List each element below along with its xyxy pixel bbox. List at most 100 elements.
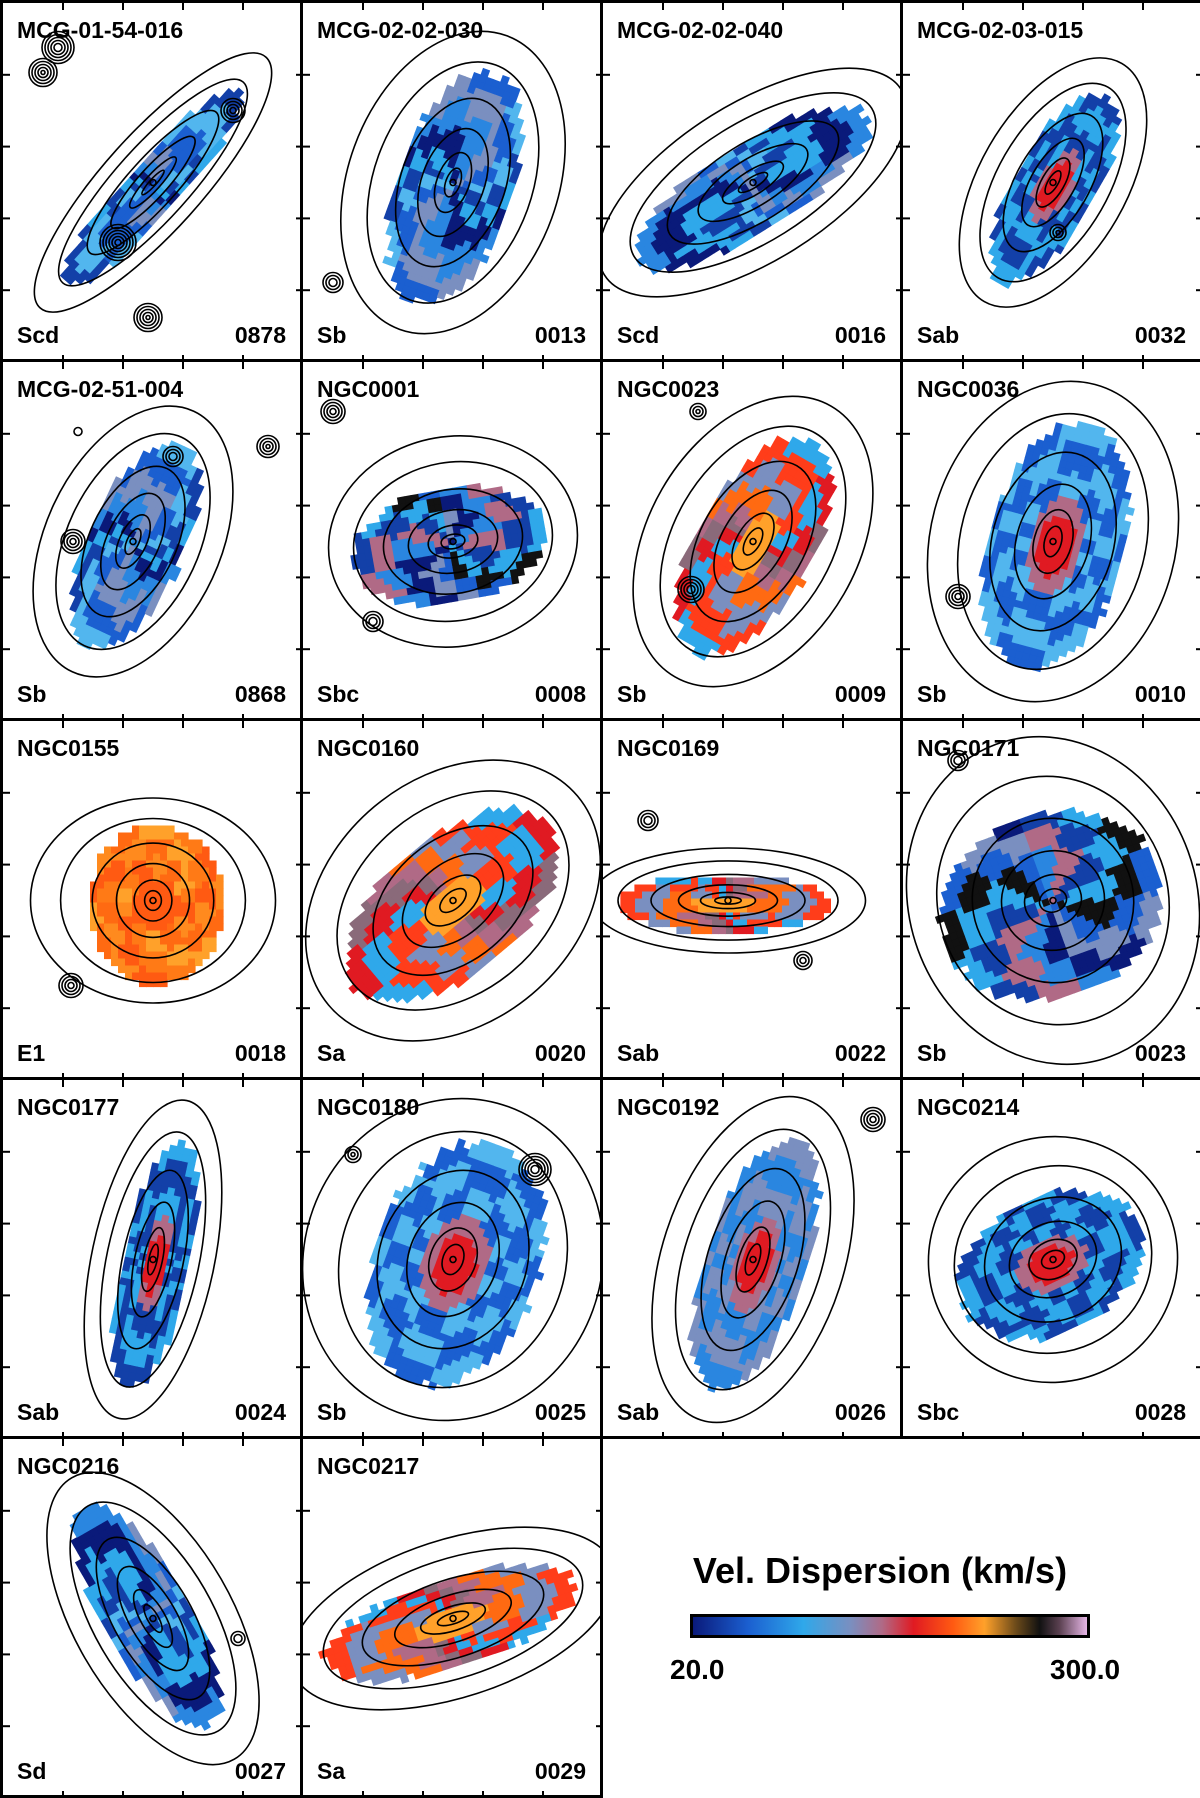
map-pixel [111,917,119,925]
galaxy-id: 0022 [835,1042,886,1065]
map-pixel [97,896,105,904]
map-pixel [188,966,196,974]
map-pixel [627,892,635,900]
map-pixel [181,952,189,960]
map-pixel [209,896,217,904]
map-pixel [188,910,196,918]
map-pixel [683,913,691,921]
galaxy-id: 0878 [235,324,286,347]
map-pixel [690,878,698,886]
map-pixel [809,892,817,900]
map-pixel [118,868,126,876]
map-pixel [195,910,203,918]
galaxy-id: 0008 [535,683,586,706]
map-pixel [634,885,642,893]
map-pixel [669,906,677,914]
map-pixel [111,861,119,869]
map-pixel [160,973,168,981]
map-pixel [160,945,168,953]
map-pixel [718,878,726,886]
map-pixel [104,945,112,953]
map-pixel [195,889,203,897]
map-pixel [153,938,161,946]
map-pixel [216,889,224,897]
map-pixel [816,913,824,921]
map-pixel [125,889,133,897]
map-pixel [181,896,189,904]
field-star [794,952,812,970]
velocity-dispersion-map [903,3,1200,362]
map-pixel [125,861,133,869]
map-pixel [216,875,224,883]
field-star [323,273,343,293]
map-pixel [174,896,182,904]
map-pixel [153,980,161,988]
map-pixel [174,966,182,974]
map-pixel [125,938,133,946]
hubble-type: Sb [617,683,646,706]
map-pixel [167,959,175,967]
galaxy-name: NGC0036 [917,378,1019,401]
map-pixel [153,966,161,974]
map-pixel [181,903,189,911]
map-pixel [704,927,712,935]
map-pixel [809,885,817,893]
map-pixel [195,840,203,848]
map-pixel [195,903,203,911]
map-pixel [146,882,154,890]
map-pixel [195,847,203,855]
map-pixel [195,952,203,960]
hubble-type: E1 [17,1042,45,1065]
map-pixel [111,896,119,904]
map-pixel [195,924,203,932]
map-pixel [118,861,126,869]
field-star [29,59,57,87]
map-pixel [188,924,196,932]
field-star [59,974,83,998]
map-pixel [181,840,189,848]
map-pixel [132,945,140,953]
map-pixel [202,952,210,960]
map-pixel [118,889,126,897]
map-pixel [209,938,217,946]
map-pixel [753,927,761,935]
galaxy-name: MCG-01-54-016 [17,19,183,42]
galaxy-name: MCG-02-02-040 [617,19,783,42]
map-pixel [669,885,677,893]
map-pixel [174,917,182,925]
map-pixel [125,966,133,974]
map-pixel [132,924,140,932]
map-pixel [118,959,126,967]
map-pixel [146,833,154,841]
map-pixel [634,913,642,921]
map-pixel [725,878,733,886]
map-pixel [125,896,133,904]
field-star [257,436,279,458]
map-pixel [648,913,656,921]
map-pixel [97,882,105,890]
galaxy-id: 0009 [835,683,886,706]
galaxy-id: 0018 [235,1042,286,1065]
galaxy-name: NGC0155 [17,737,119,760]
map-pixel [118,903,126,911]
map-pixel [174,959,182,967]
map-pixel [111,931,119,939]
map-pixel [118,854,126,862]
map-pixel [174,945,182,953]
map-pixel [690,899,698,907]
map-pixel [683,899,691,907]
map-pixel [216,917,224,925]
map-pixel [139,945,147,953]
map-pixel [816,899,824,907]
map-pixel [104,952,112,960]
map-pixel [690,892,698,900]
map-pixel [132,938,140,946]
map-pixel [167,875,175,883]
map-pixel [216,910,224,918]
map-pixel [195,959,203,967]
map-pixel [725,927,733,935]
